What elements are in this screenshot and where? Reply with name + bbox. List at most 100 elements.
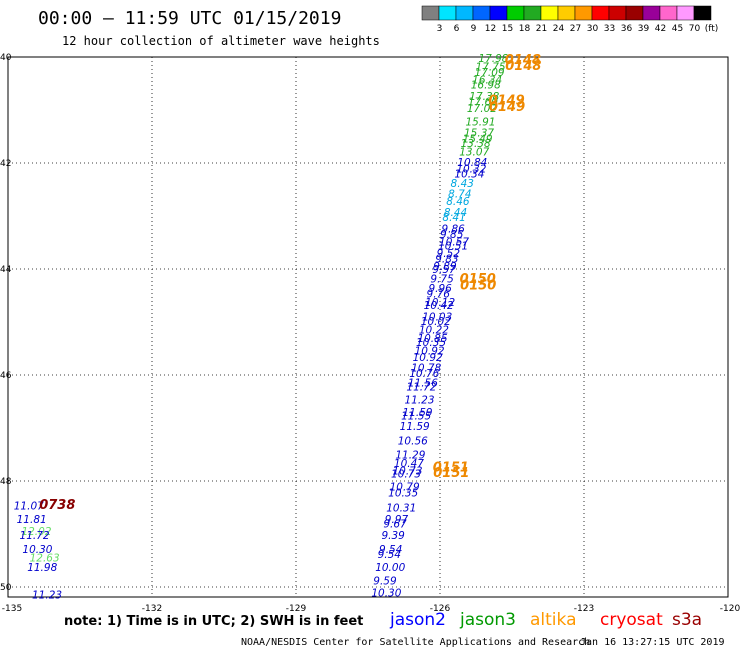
wave-height-value: 11.59 [400,421,430,433]
x-tick-label: -129 [286,604,307,614]
wave-height-value: 10.03 [422,312,452,324]
wave-height-value: 11.72 [20,530,50,542]
color-scale-label: 21 [536,24,547,34]
color-scale-label: 36 [621,24,633,34]
color-scale-label: 27 [570,24,581,34]
wave-height-value: 10.78 [411,363,441,375]
pass-time-label: 0148 [505,59,541,74]
wave-height-value: 9.52 [437,248,461,260]
color-scale-label: 15 [502,24,513,34]
wave-height-value: 10.00 [375,562,405,574]
x-tick-label: -132 [142,604,162,614]
color-swatch [472,5,491,21]
pass-time-label: 0151 [433,461,469,476]
wave-height-value: 10.12 [425,297,455,309]
x-tick-label: -126 [430,604,451,614]
wave-height-value: 9.75 [430,274,454,286]
wave-height-value: 11.98 [27,562,57,574]
pass-time-label: 0151 [433,466,469,481]
wave-height-value: 17.09 [475,67,505,79]
wave-height-value: 10.32 [456,163,486,175]
y-tick-label: 40 [0,53,12,63]
pass-time-label: 0149 [489,100,525,115]
pass-time-label: 0150 [460,272,496,287]
wave-height-value: 11.59 [403,407,433,419]
wave-height-value: 8.43 [451,178,474,190]
y-tick-label: 42 [0,159,11,169]
x-tick-label: -135 [2,604,22,614]
wave-height-value: 9.83 [435,253,458,265]
wave-height-value: 10.84 [457,157,487,169]
color-scale-bar: 3 6 9 12 15 18 21 24 27 30 33 36 39 42 45 70 (ft) [421,5,719,34]
wave-height-value: 10.47 [394,458,424,470]
wave-height-value: 17.98 [478,53,508,65]
wave-height-value: 10.34 [454,169,484,181]
wave-height-value: 10.73 [391,469,421,481]
color-swatch [659,5,678,21]
color-swatch [642,5,661,21]
color-swatch [574,5,593,21]
wave-height-value: 10.30 [22,544,52,556]
legend-altika: altika [530,610,577,630]
legend-s3a: s3a [672,610,702,630]
wave-height-value: 17.60 [468,97,498,109]
footer-credit: NOAA/NESDIS Center for Satellite Applica… [241,637,590,648]
color-swatch [557,5,576,21]
wave-height-value: 9.39 [381,530,405,542]
wave-height-value: 16.34 [472,74,502,86]
satellite-legend: jason2 jason3 altika cryosat s3a [389,610,702,630]
color-swatch [540,5,559,21]
pass-time-label: 0148 [505,53,541,68]
wave-height-value: 11.55 [401,410,431,422]
color-swatch [438,5,457,21]
axis-tick-labels: -135 -132 -129 -126 -123 -120 40 42 44 46 48 50 [0,53,740,614]
color-scale-label: 18 [519,24,531,34]
plot-border [7,56,729,598]
x-tick-label: -123 [574,604,594,614]
wave-height-value: 10.35 [416,337,446,349]
color-scale-label: 12 [485,24,496,34]
color-scale-label: 30 [587,24,599,34]
color-swatch [608,5,627,21]
wave-height-value: 11.72 [406,382,436,394]
wave-height-value: 9.85 [440,229,464,241]
color-scale-label: 42 [655,24,666,34]
footer-timestamp: Jan 16 13:27:15 UTC 2019 [580,637,725,648]
color-scale-label: 39 [638,24,650,34]
wave-height-value: 11.29 [395,450,425,462]
color-swatch [489,5,508,21]
pass-time-label: 0149 [488,93,524,108]
wave-height-value: 17.02 [467,103,497,115]
y-tick-label: 50 [0,583,12,593]
legend-jason3: jason3 [459,610,516,630]
wave-height-value: 10.92 [415,346,445,358]
wave-height-value: 10.56 [398,436,428,448]
color-scale-label: 3 [437,24,443,34]
wave-height-value: 11.56 [408,377,438,389]
wave-height-value: 11.07 [14,500,44,512]
wave-height-value: 10.76 [409,368,439,380]
color-swatch [676,5,695,21]
wave-height-value: 9.59 [373,576,397,588]
legend-cryosat: cryosat [600,610,663,630]
wave-height-value: 16.98 [471,80,501,92]
wave-height-value: 12.02 [21,526,51,538]
color-swatch [421,5,440,21]
wave-height-value: 10.79 [390,481,420,493]
wave-height-value: 10.22 [419,324,449,336]
color-scale-label: 24 [553,24,565,34]
wave-height-value: 10.73 [392,465,422,477]
wave-height-value: 8.46 [446,196,470,208]
wave-height-value: 11.23 [404,394,434,406]
wave-height-value: 9.54 [378,549,401,561]
wave-height-value: 11.23 [32,589,62,601]
pass-time-label: 0150 [460,278,496,293]
wave-height-value: 10.57 [439,236,469,248]
wave-height-value: 9.96 [428,283,452,295]
y-tick-label: 48 [0,477,12,487]
chart-title: 00:00 – 11:59 UTC 01/15/2019 [38,8,341,29]
color-scale-label: (ft) [705,24,719,34]
color-scale-label: 33 [604,24,615,34]
